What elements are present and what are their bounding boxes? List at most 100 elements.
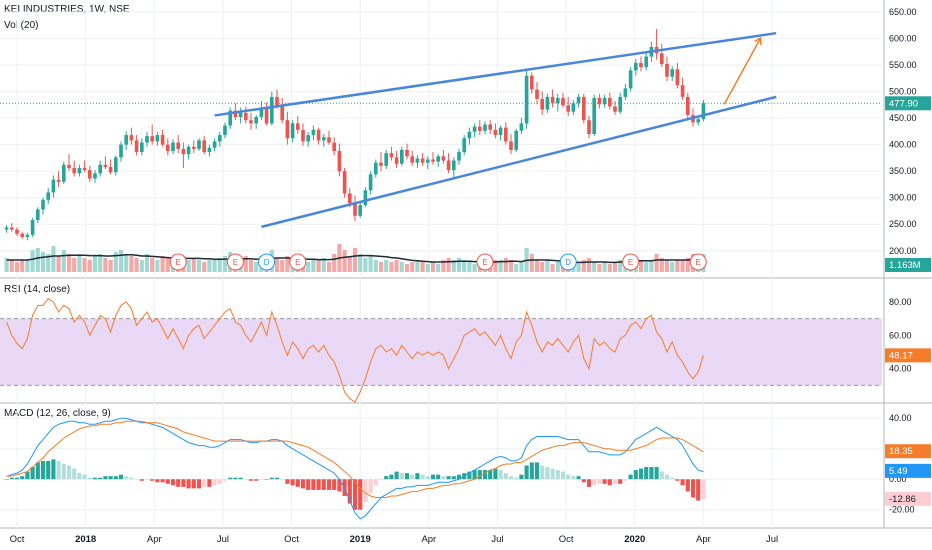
macd-histogram-bar [285, 479, 290, 484]
volume-bar [25, 260, 30, 272]
event-marker-label: E [482, 258, 487, 267]
volume-bar [254, 262, 259, 272]
macd-histogram-bar [498, 470, 503, 480]
volume-bar [352, 248, 358, 272]
candle-body [379, 162, 383, 166]
macd-histogram-bar [607, 479, 612, 486]
time-tick-label: 2018 [75, 534, 96, 545]
volume-bar [534, 260, 540, 272]
candle-body [202, 140, 207, 153]
macd-histogram-bar [207, 479, 212, 487]
macd-histogram-bar [670, 477, 675, 480]
macd-histogram-bar [243, 479, 248, 480]
macd-histogram-badge: -12.86 [889, 494, 916, 505]
candle-body [431, 159, 435, 162]
macd-histogram-bar [675, 479, 680, 481]
macd-histogram-bar [316, 479, 321, 490]
volume-bar [618, 260, 623, 272]
candle-body [446, 160, 451, 171]
candle-body [488, 124, 493, 130]
volume-bar [472, 264, 477, 272]
macd-histogram-bar [139, 479, 144, 481]
candle-body [72, 167, 77, 174]
chart-title: KEI INDUSTRIES, 1W, NSE [4, 4, 130, 15]
volume-bar [363, 258, 368, 272]
macd-histogram-bar [618, 479, 623, 484]
event-marker [169, 253, 187, 271]
volume-bar [451, 260, 456, 272]
macd-histogram-bar [124, 476, 129, 480]
candle-body [160, 135, 165, 145]
macd-histogram-bar [571, 476, 576, 480]
macd-histogram-bar [290, 479, 295, 486]
rsi-band [0, 318, 882, 386]
volume-bar [155, 260, 160, 272]
volume-bar [139, 260, 144, 272]
candle-body [701, 103, 706, 120]
volume-bar [124, 254, 129, 272]
volume-bar [56, 256, 61, 272]
event-marker [559, 253, 577, 271]
candle-body [493, 129, 498, 136]
macd-histogram-bar [446, 476, 451, 480]
last-price-badge-bg [885, 96, 931, 111]
macd-histogram-bar [649, 467, 654, 480]
candle-body [685, 96, 690, 115]
macd-histogram-bar [415, 473, 420, 480]
macd-histogram-bar [170, 479, 176, 486]
candle-body [321, 137, 326, 141]
macd-histogram-bar [212, 479, 217, 486]
price-tick-label: 450.00 [889, 113, 917, 123]
last-price-badge: 477.90 [889, 98, 918, 109]
candle-body [571, 103, 576, 112]
candle-body [295, 123, 300, 130]
macd-histogram-bar [394, 471, 399, 480]
volume-bar [311, 260, 316, 272]
volume-bar [664, 260, 670, 272]
macd-histogram-bar [472, 470, 477, 480]
candle-body [176, 142, 181, 149]
volume-bar [550, 264, 555, 272]
candle-body [139, 142, 144, 153]
macd-histogram-bar [410, 474, 415, 480]
macd-histogram-bar [467, 471, 472, 480]
volume-bar [654, 254, 659, 272]
macd-histogram-bar [503, 473, 508, 480]
volume-bar [456, 258, 462, 272]
time-tick-label: Apr [421, 534, 436, 545]
price-tick-label: 200.00 [889, 246, 917, 256]
volume-bar [61, 250, 66, 272]
rsi-tick-label: 60.00 [889, 330, 912, 340]
macd-histogram-bar [233, 477, 238, 480]
macd-histogram-bar [4, 479, 9, 480]
time-tick-label: 2020 [624, 534, 645, 545]
volume-bar [540, 262, 545, 272]
candle-body [347, 193, 352, 204]
candle-body [597, 97, 602, 105]
candle-body [155, 135, 160, 142]
candle-body [550, 96, 555, 104]
macd-histogram-bar [560, 471, 566, 480]
macd-histogram-bar [35, 462, 40, 480]
macd-histogram-bar [326, 479, 332, 490]
volume-bar [103, 258, 108, 272]
volume-bar [586, 258, 592, 272]
macd-histogram-bar [295, 479, 300, 487]
macd-histogram-bar [680, 479, 685, 486]
candle-body [254, 117, 259, 124]
price-tick-label: 400.00 [889, 140, 917, 150]
macd-histogram-bar [20, 476, 25, 480]
macd-histogram-bar [488, 470, 493, 480]
candle-body [477, 126, 482, 131]
candle-body [9, 227, 14, 230]
candle-body [670, 69, 675, 77]
volume-bar [202, 262, 207, 272]
candle-body [587, 120, 591, 135]
macd-legend: MACD (12, 26, close, 9) [4, 408, 111, 419]
candle-body [129, 135, 134, 141]
volume-bar [467, 262, 472, 272]
price-tick-label: 600.00 [889, 33, 917, 43]
macd-histogram-bar [30, 467, 35, 480]
rsi-value-badge: 48.17 [889, 350, 913, 361]
